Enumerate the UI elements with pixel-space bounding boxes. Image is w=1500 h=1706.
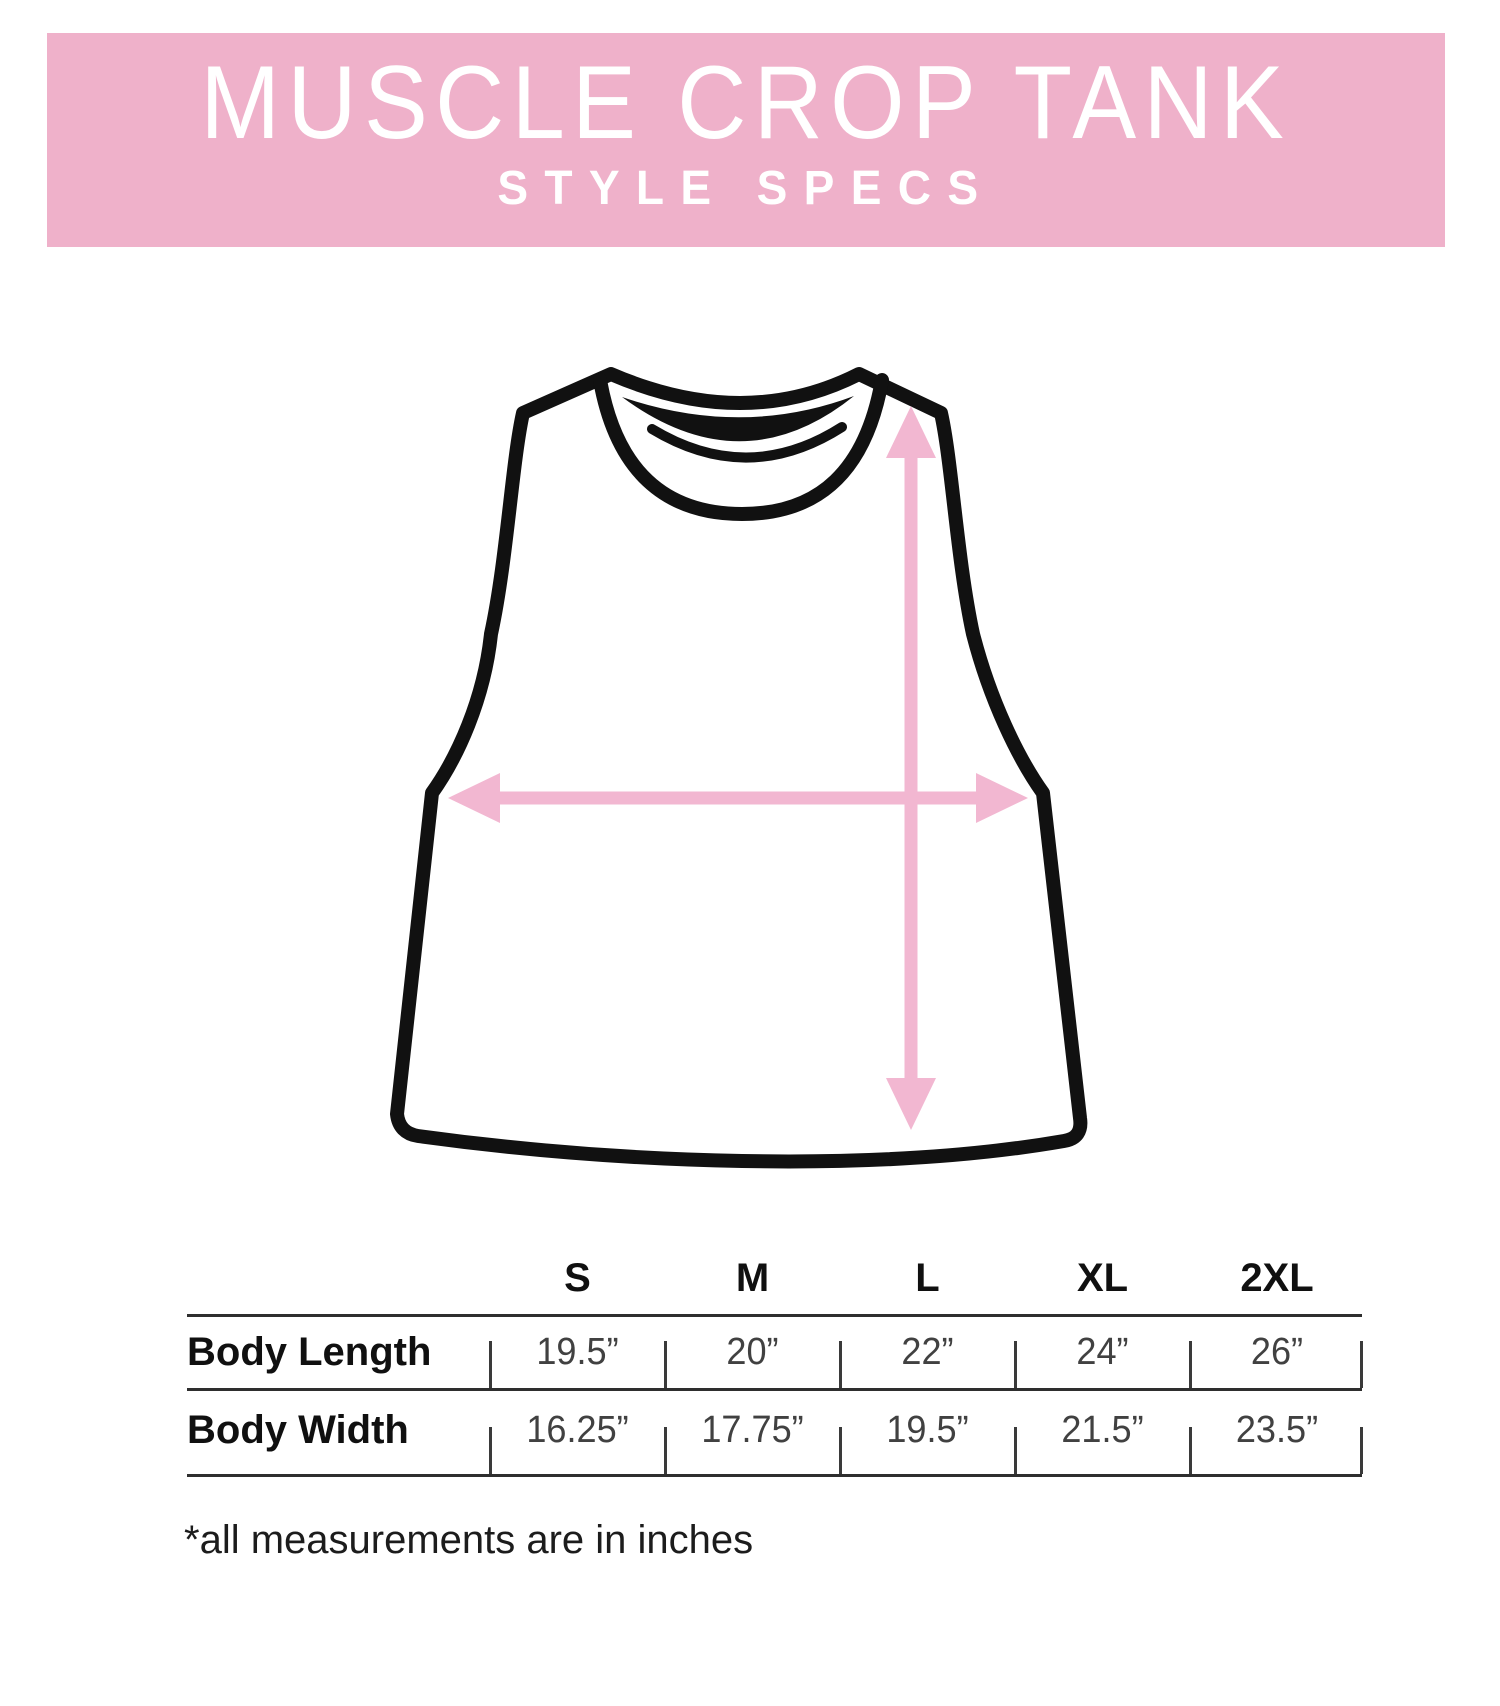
divider xyxy=(1014,1427,1017,1474)
size-column-l: L xyxy=(915,1256,940,1300)
row-label-body-length: Body Length xyxy=(187,1330,432,1374)
body-length-xl: 24” xyxy=(1076,1331,1129,1373)
body-width-arrow xyxy=(448,773,1028,823)
divider xyxy=(839,1427,842,1474)
divider xyxy=(1189,1427,1192,1474)
tank-outline xyxy=(390,367,1088,1169)
header-banner: MUSCLE CROP TANK STYLE SPECS xyxy=(47,33,1445,247)
table-rule-middle xyxy=(187,1388,1362,1391)
divider xyxy=(1360,1427,1363,1474)
divider xyxy=(664,1341,667,1388)
collar-scoop-line xyxy=(593,373,889,522)
measurements-footnote: *all measurements are in inches xyxy=(184,1518,754,1562)
page-subtitle: STYLE SPECS xyxy=(497,162,995,215)
body-length-m: 20” xyxy=(726,1331,779,1373)
body-width-s: 16.25” xyxy=(526,1409,629,1451)
size-column-m: M xyxy=(735,1256,770,1300)
neck-opening-shadow xyxy=(622,396,854,442)
body-length-arrow xyxy=(886,406,936,1130)
divider xyxy=(489,1427,492,1474)
body-length-l: 22” xyxy=(901,1331,954,1373)
divider xyxy=(839,1341,842,1388)
divider xyxy=(489,1341,492,1388)
body-width-xl: 21.5” xyxy=(1061,1409,1144,1451)
body-length-2xl: 26” xyxy=(1250,1331,1304,1373)
page-title: MUSCLE CROP TANK xyxy=(200,45,1292,161)
size-column-xl: XL xyxy=(1076,1256,1129,1300)
divider xyxy=(1360,1341,1363,1388)
size-column-2xl: 2XL xyxy=(1240,1256,1314,1300)
size-column-s: S xyxy=(564,1256,591,1300)
divider xyxy=(1189,1341,1192,1388)
body-width-2xl: 23.5” xyxy=(1235,1409,1319,1451)
table-rule-bottom xyxy=(187,1474,1362,1477)
back-collar-line xyxy=(647,422,847,463)
body-width-m: 17.75” xyxy=(701,1409,804,1451)
divider xyxy=(664,1427,667,1474)
row-label-body-width: Body Width xyxy=(187,1408,409,1452)
table-rule-top xyxy=(187,1314,1362,1317)
body-width-l: 19.5” xyxy=(886,1409,969,1451)
body-length-s: 19.5” xyxy=(536,1331,619,1373)
divider xyxy=(1014,1341,1017,1388)
